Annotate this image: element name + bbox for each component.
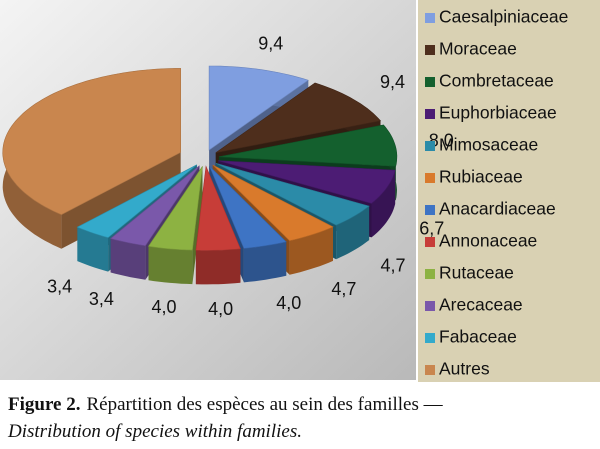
value-label: 3,4 [89, 289, 114, 309]
value-label: 3,4 [47, 277, 72, 297]
slice-wall [110, 238, 146, 280]
caption-translation: Distribution of species within families. [7, 421, 302, 442]
legend: Caesalpiniaceae Moraceae Combretaceae Eupho… [425, 7, 568, 379]
legend-swatch [425, 205, 435, 215]
value-label: 4,7 [381, 255, 406, 275]
legend-swatch [425, 237, 435, 247]
legend-swatch [425, 365, 435, 375]
slice [212, 164, 334, 242]
value-label: 4,0 [208, 299, 233, 319]
legend-label: Fabaceae [439, 327, 517, 347]
legend-swatch [425, 173, 435, 183]
value-label: 4,7 [331, 279, 356, 299]
slice-wall [289, 226, 333, 275]
legend-swatch [425, 269, 435, 279]
legend-label: Moraceae [439, 39, 517, 59]
caption-label: Figure 2. [8, 394, 80, 415]
slice-group [147, 166, 203, 285]
slice [218, 160, 396, 204]
legend-swatch [425, 333, 435, 343]
legend-swatch [425, 141, 435, 151]
slice-group [195, 165, 241, 285]
legend-label: Anacardiaceae [439, 199, 556, 219]
value-label: 4,0 [151, 297, 176, 317]
legend-label: Mimosaceae [439, 135, 538, 155]
legend-label: Combretaceae [439, 71, 554, 91]
slice-wall [243, 241, 287, 283]
legend-swatch [425, 301, 435, 311]
slice [215, 82, 382, 153]
slice [147, 166, 203, 251]
legend-label: Rubiaceae [439, 167, 523, 187]
caption: Figure 2. Répartition des espèces au sein… [7, 394, 444, 442]
slice [195, 165, 241, 251]
legend-box [418, 0, 600, 382]
slice [209, 165, 287, 249]
slice-wall [371, 170, 396, 238]
slice-wall [148, 246, 193, 285]
slice-wall [336, 206, 370, 260]
legend-label: Rutaceae [439, 263, 514, 283]
value-label: 4,0 [276, 293, 301, 313]
slice-wall [77, 227, 109, 272]
legend-swatch [425, 45, 435, 55]
value-label: 9,4 [380, 72, 405, 92]
slice [76, 164, 197, 238]
legend-label: Euphorbiaceae [439, 103, 557, 123]
legend-label: Caesalpiniaceae [439, 7, 568, 27]
legend-label: Annonaceae [439, 231, 537, 251]
legend-label: Autres [439, 359, 490, 379]
slice [2, 68, 181, 216]
legend-swatch [425, 109, 435, 119]
pie: 9,49,438,38,06,74,73,44,73,44,04,04,0 [2, 33, 454, 319]
slice [215, 163, 370, 226]
value-label: 6,7 [419, 218, 444, 238]
slice [110, 165, 200, 247]
slice-wall [195, 248, 241, 285]
value-label: 9,4 [258, 33, 283, 53]
legend-swatch [425, 77, 435, 87]
legend-label: Arecaceae [439, 295, 523, 315]
slice [218, 124, 398, 167]
value-label: 8,0 [429, 130, 454, 150]
legend-swatch [425, 13, 435, 23]
caption-text: Répartition des espèces au sein des fami… [86, 394, 443, 415]
slice [208, 65, 309, 151]
